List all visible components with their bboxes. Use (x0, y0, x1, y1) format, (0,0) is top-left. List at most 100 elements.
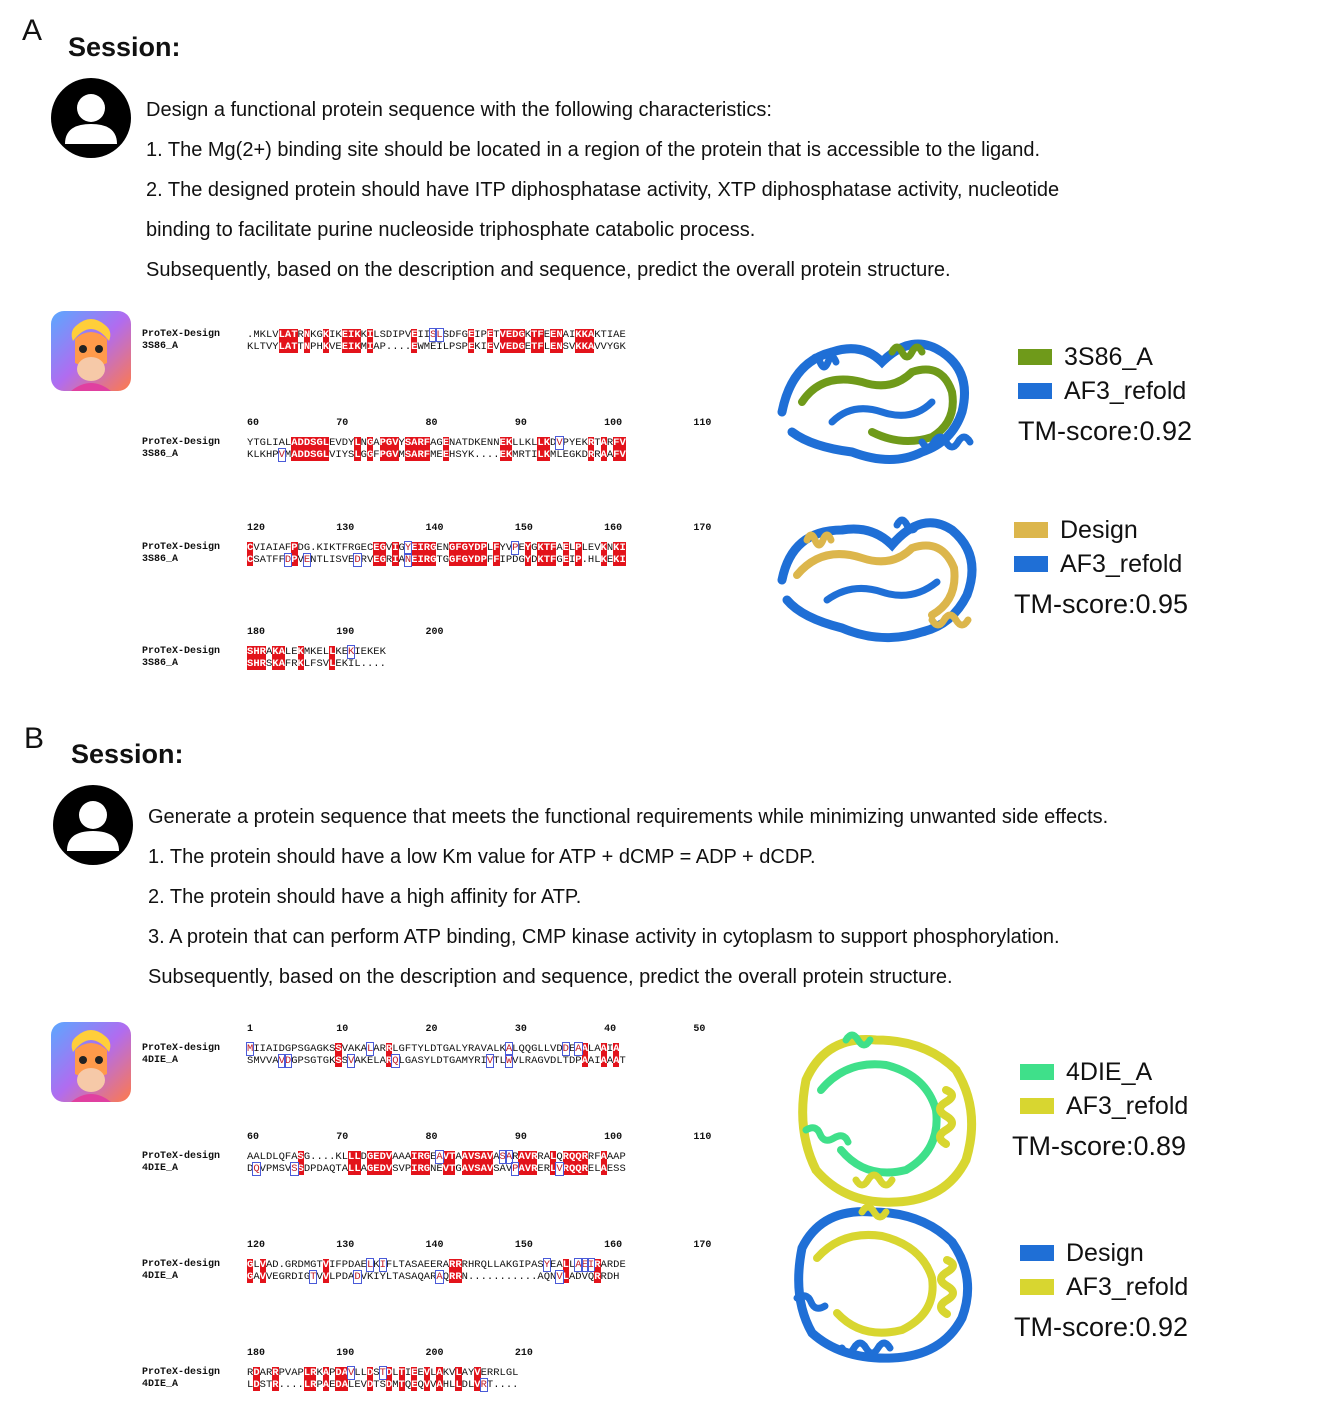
sequence-name: ProTeX-Design (142, 437, 221, 448)
sequence-name: ProTeX-design (142, 1151, 221, 1162)
alignment-ruler: 60 70 80 90 100 110 (142, 1132, 792, 1146)
ruler-tick-label: 60 (247, 1132, 260, 1143)
sequence-residues: SMVVAVDGPSGTGKSSVAKELARQLGASYLDTGAMYRIVT… (247, 1054, 626, 1068)
ruler-tick-label: 210 (514, 1348, 533, 1359)
sequence-residues: CSATFFDPVENTLISVEDRVEGRIANEIRGTGGFGYDPFF… (247, 553, 626, 567)
prompt-line: Subsequently, based on the description a… (148, 966, 953, 988)
ruler-tick-label: 160 (604, 523, 623, 534)
prompt-line: 3. A protein that can perform ATP bindin… (148, 926, 1060, 948)
ruler-tick-label: 40 (604, 1024, 617, 1035)
legend-swatch (1018, 383, 1052, 399)
ruler-tick-label: 60 (247, 418, 260, 429)
sequence-name: 4DIE_A (142, 1163, 179, 1174)
alignment-row: 3S86_A CSATFFDPVENTLISVEDRVEGRIANEIRGTGGF… (142, 553, 772, 567)
ruler-tick-label: 120 (247, 1240, 266, 1251)
ruler-tick-label: 130 (336, 523, 355, 534)
panel-b-structure-overlay-2 (782, 1198, 986, 1373)
panel-a-structure-overlay-2 (772, 500, 1008, 657)
sequence-name: ProTeX-design (142, 1259, 221, 1270)
alignment-row: 4DIE_A SMVVAVDGPSGTGKSSVAKELARQLGASYLDTGA… (142, 1054, 792, 1068)
legend-entry: AF3_refold (1020, 1270, 1188, 1304)
ruler-tick-label: 70 (336, 418, 349, 429)
alignment-row: ProTeX-design AALDLQFASG....KLLLDGEDVAAAI… (142, 1150, 792, 1164)
ruler-tick-label: 20 (425, 1024, 438, 1035)
panel-a-prompt: Design a functional protein sequence wit… (146, 90, 1059, 290)
alignment-row: 4DIE_A GAVVEGRDIGTVVLPDADVKIYLTASAQARAQRR… (142, 1270, 792, 1284)
legend-entry: Design (1020, 1236, 1188, 1270)
ruler-tick-label: 190 (336, 1348, 355, 1359)
alignment-row: ProTeX-Design YTGLIALADDSGLEVDYLNGAPGVYSA… (142, 436, 772, 450)
sequence-residues: LDSTR....LRPAEDALEVDTSDMTQEQVVAHLLDLVRT.… (247, 1378, 519, 1392)
ruler-tick-label: 1 (247, 1024, 254, 1035)
legend-entry: 3S86_A (1018, 340, 1192, 374)
panel-a-alignment: ProTeX-Design .MKLVLATRNKGKIKEIKKILSDIPVE… (142, 328, 772, 359)
ruler-tick-label: 140 (425, 523, 444, 534)
sequence-name: 3S86_A (142, 341, 179, 352)
ruler-tick-label: 170 (693, 1240, 712, 1251)
ruler-tick-label: 150 (514, 523, 533, 534)
alignment-row: ProTeX-design RDARRPVAPLRKAPDAVLLDSTDLTIE… (142, 1366, 792, 1380)
sequence-name: 3S86_A (142, 554, 179, 565)
sequence-name: ProTeX-Design (142, 329, 221, 340)
sequence-name: 4DIE_A (142, 1271, 179, 1282)
legend-label: AF3_refold (1060, 549, 1183, 578)
sequence-residues: YTGLIALADDSGLEVDYLNGAPGVYSARFAGENATDKENN… (247, 436, 626, 450)
legend-swatch (1020, 1245, 1054, 1261)
panel-a-legend-2: Design AF3_refold TM-score:0.95 (1014, 513, 1188, 620)
ruler-tick-label: 200 (425, 627, 444, 638)
alignment-row: ProTeX-design MIIAIDGPSGAGKSSVAKALARRLGFT… (142, 1042, 792, 1056)
legend-label: AF3_refold (1064, 376, 1187, 405)
legend-entry: AF3_refold (1020, 1089, 1188, 1123)
alignment-row: 3S86_A KLKHPVMADDSGLVIYSLGGFPGVMSARFMEEHS… (142, 448, 772, 462)
prompt-line: Design a functional protein sequence wit… (146, 99, 772, 121)
sequence-name: ProTeX-design (142, 1043, 221, 1054)
panel-b-session-label: Session: (71, 739, 184, 769)
sequence-residues: DQVPMSVSSDPDAQTALLAGEDVSVPIRGNEVTGAVSAVS… (247, 1162, 626, 1176)
ruler-tick-label: 80 (425, 1132, 438, 1143)
alignment-ruler: 180 190 200 210 (142, 1348, 792, 1362)
ruler-tick-label: 180 (247, 627, 266, 638)
ruler-tick-label: 50 (693, 1024, 706, 1035)
ruler-tick-label: 150 (514, 1240, 533, 1251)
ruler-tick-label: 160 (604, 1240, 623, 1251)
sequence-residues: MIIAIDGPSGAGKSSVAKALARRLGFTYLDTGALYRAVAL… (245, 1042, 620, 1056)
legend-label: AF3_refold (1066, 1091, 1189, 1120)
alignment-row: 4DIE_A DQVPMSVSSDPDAQTALLAGEDVSVPIRGNEVTG… (142, 1162, 792, 1176)
legend-entry: 4DIE_A (1020, 1055, 1188, 1089)
protex-llama-logo-icon (51, 1022, 131, 1102)
ruler-tick-label: 190 (336, 627, 355, 638)
panel-a-structure-overlay-1 (772, 322, 1008, 479)
tm-score: TM-score:0.92 (1014, 1312, 1189, 1342)
sequence-residues: KLKHPVMADDSGLVIYSLGGFPGVMSARFMEEHSYK....… (247, 448, 626, 462)
prompt-line: Subsequently, based on the description a… (146, 259, 951, 281)
panel-b-legend-2: Design AF3_refold TM-score:0.92 (1014, 1236, 1188, 1343)
ruler-tick-label: 90 (514, 1132, 527, 1143)
ruler-tick-label: 90 (514, 418, 527, 429)
ruler-tick-label: 30 (514, 1024, 527, 1035)
panel-b-letter: B (24, 722, 45, 755)
alignment-row: 3S86_A SHRSKAFRKLFSVLEKIL.... (142, 658, 772, 670)
prompt-line: 1. The protein should have a low Km valu… (148, 846, 816, 868)
panel-a-letter: A (22, 14, 43, 47)
user-avatar-icon (51, 78, 131, 158)
sequence-residues: RDARRPVAPLRKAPDAVLLDSTDLTIEEVLAKVLAYVERR… (247, 1366, 519, 1380)
alignment-row: ProTeX-design GLVAD.GRDMGTVIFPDAELKIFLTAS… (142, 1258, 792, 1272)
ruler-tick-label: 100 (604, 1132, 623, 1143)
ruler-tick-label: 130 (336, 1240, 355, 1251)
sequence-residues: .MKLVLATRNKGKIKEIKKILSDIPVEIISLSDFGEIPET… (247, 328, 626, 342)
protex-llama-logo-icon (51, 311, 131, 391)
sequence-name: 4DIE_A (142, 1379, 179, 1390)
panel-b-prompt: Generate a protein sequence that meets t… (148, 797, 1108, 997)
ruler-tick-label: 120 (247, 523, 266, 534)
ruler-tick-label: 100 (604, 418, 623, 429)
legend-swatch (1020, 1279, 1054, 1295)
user-avatar-icon (53, 785, 133, 865)
legend-swatch (1020, 1098, 1054, 1114)
ruler-tick-label: 10 (336, 1024, 349, 1035)
alignment-row: ProTeX-Design CVIAIAFPDG.KIKTFRGECEGVIGYE… (142, 541, 772, 555)
sequence-name: 3S86_A (142, 449, 179, 460)
legend-label: 4DIE_A (1066, 1057, 1153, 1086)
prompt-line: 1. The Mg(2+) binding site should be loc… (146, 139, 1041, 161)
legend-label: Design (1060, 515, 1138, 544)
legend-entry: AF3_refold (1014, 547, 1188, 581)
